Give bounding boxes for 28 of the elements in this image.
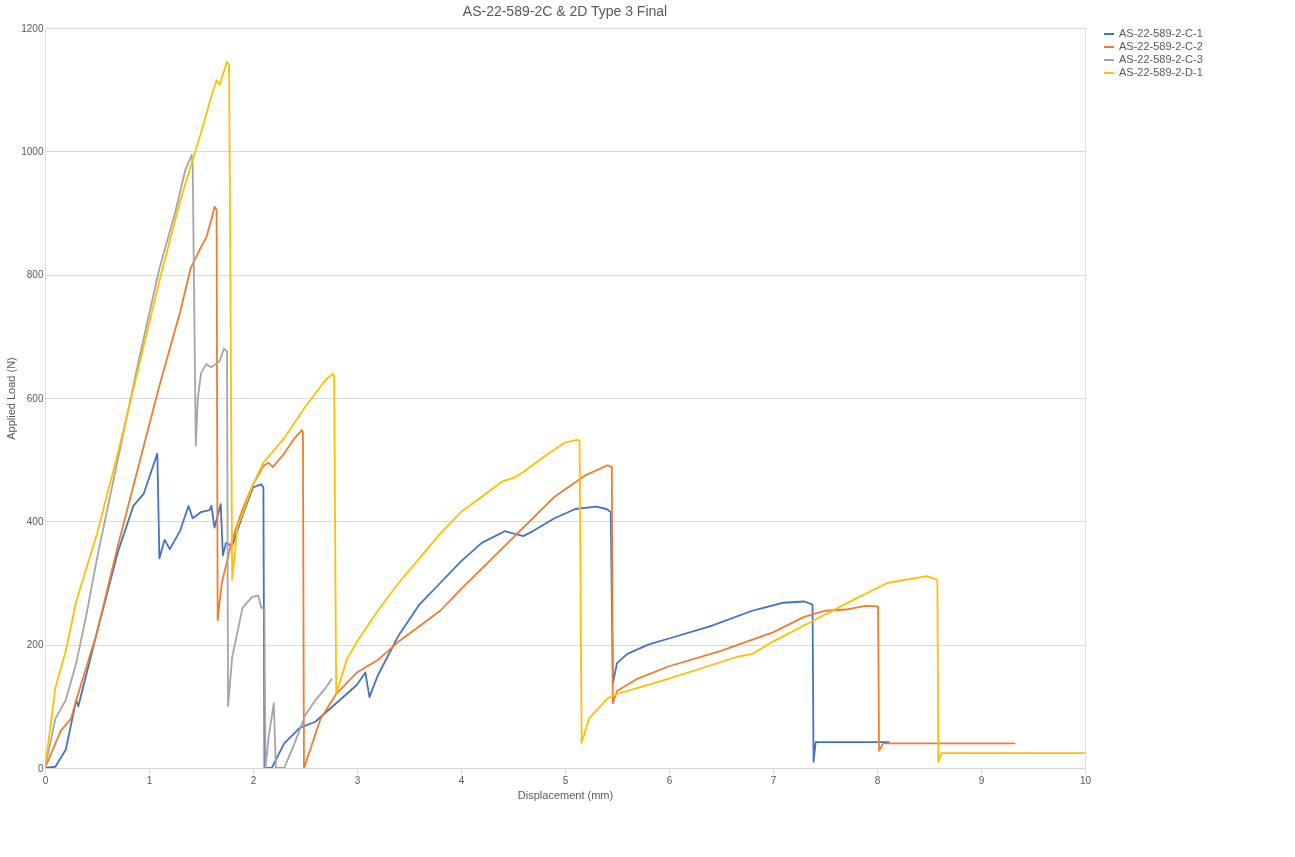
line-series [45, 61, 1085, 768]
y-tick-label: 400 [26, 515, 44, 527]
legend-label: AS-22-589-2-C-1 [1119, 27, 1203, 39]
y-tick-label: 0 [37, 762, 44, 774]
x-tick-label: 7 [770, 774, 777, 786]
x-tick-label: 4 [458, 774, 465, 786]
x-tick-label: 8 [874, 774, 881, 786]
x-tick-label: 10 [1079, 774, 1092, 786]
x-tick-label: 2 [250, 774, 257, 786]
line-series [45, 452, 891, 768]
line-series [45, 205, 1017, 768]
y-tick-label: 800 [26, 269, 44, 281]
legend-label: AS-22-589-2-C-3 [1119, 53, 1203, 65]
y-tick-label: 200 [26, 639, 44, 651]
x-tick-label: 1 [146, 774, 153, 786]
x-tick-label: 3 [354, 774, 361, 786]
y-axis-title: Applied Load (N) [5, 357, 18, 440]
x-tick-label: 5 [562, 774, 569, 786]
y-tick-label: 1000 [21, 145, 44, 157]
y-tick-label: 600 [26, 392, 44, 404]
chart-title: AS-22-589-2C & 2D Type 3 Final [462, 3, 668, 19]
legend-label: AS-22-589-2-C-2 [1119, 40, 1203, 52]
x-axis-title: Displacement (mm) [517, 788, 614, 801]
y-tick-label: 1200 [21, 22, 44, 34]
legend-label: AS-22-589-2-D-1 [1119, 66, 1203, 78]
x-tick-label: 9 [978, 774, 985, 786]
line-series [45, 154, 333, 768]
x-tick-label: 6 [666, 774, 673, 786]
